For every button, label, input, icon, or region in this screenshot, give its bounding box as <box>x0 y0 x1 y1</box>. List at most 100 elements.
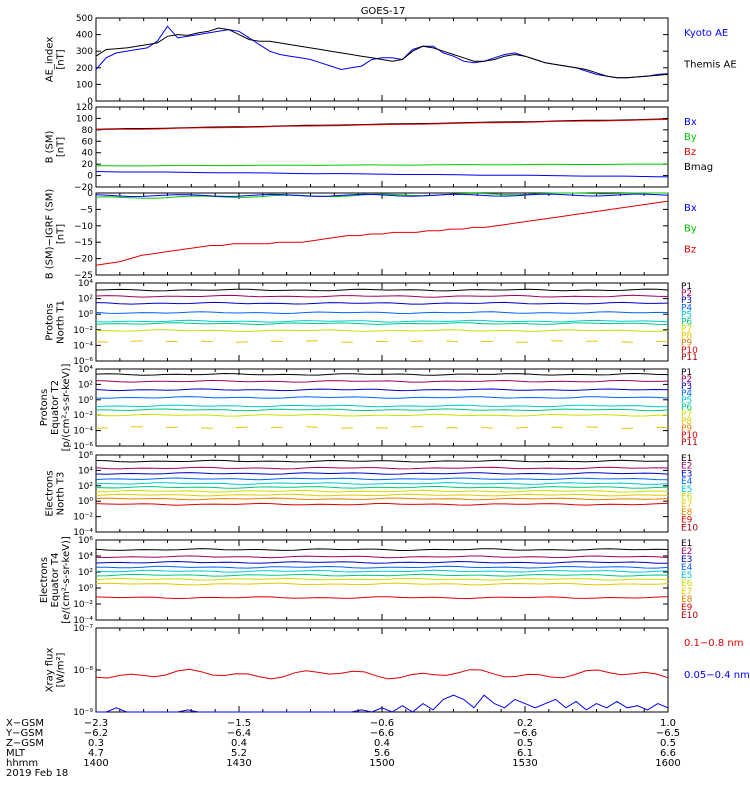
legend-item: 0.1−0.8 nm <box>684 638 743 649</box>
legend-item: E10 <box>681 611 698 621</box>
y-axis-label: B (SM) <box>45 130 56 163</box>
series-line <box>96 120 668 130</box>
y-axis-label: [nT] <box>56 49 67 69</box>
series-line <box>96 556 668 558</box>
series-segment <box>236 342 248 343</box>
legend-item: E10 <box>681 523 698 533</box>
series-line <box>96 574 668 576</box>
y-tick-label: 10² <box>78 380 93 390</box>
series-line <box>96 562 668 564</box>
y-axis-label: Protons <box>39 389 50 426</box>
legend-item: Kyoto AE <box>684 28 728 39</box>
y-tick-label: 10⁻² <box>73 326 93 336</box>
series-line <box>96 28 668 78</box>
series-line <box>96 320 668 322</box>
series-line <box>96 295 668 297</box>
y-axis-label: North T3 <box>56 472 67 516</box>
legend-item: Bz <box>684 244 696 255</box>
series-segment <box>236 427 248 428</box>
series-line <box>96 549 668 551</box>
legend-item: P11 <box>681 353 698 363</box>
series-line <box>96 330 668 332</box>
series-line <box>96 302 668 304</box>
y-axis-label: Equator T2 <box>50 380 61 435</box>
y-tick-label: 10⁰ <box>78 396 93 406</box>
series-segment <box>131 341 143 342</box>
series-line <box>96 380 668 382</box>
y-tick-label: 10⁰ <box>78 584 93 594</box>
series-line <box>96 486 668 488</box>
y-tick-label: 80 <box>82 126 94 136</box>
series-segment <box>306 427 318 428</box>
series-line <box>96 490 668 492</box>
footer-value: 1430 <box>226 758 251 769</box>
series-line <box>96 478 668 480</box>
y-axis-label: AE_index <box>45 37 56 83</box>
y-tick-label: 10⁻² <box>73 513 93 523</box>
y-tick-label: 300 <box>76 47 93 57</box>
series-segment <box>621 342 633 343</box>
y-tick-label: 60 <box>82 137 94 147</box>
y-tick-label: 20 <box>82 160 94 170</box>
y-tick-label: 400 <box>76 31 93 41</box>
series-line <box>96 26 668 78</box>
y-tick-label: 10² <box>78 295 93 305</box>
series-line <box>96 164 668 166</box>
figure-title: GOES-17 <box>361 6 406 17</box>
y-tick-label: 10⁶ <box>78 536 93 546</box>
y-tick-label: 10⁻² <box>73 600 93 610</box>
series-line <box>96 498 668 500</box>
y-tick-label: −20 <box>74 255 93 265</box>
y-tick-label: 10⁴ <box>78 552 93 562</box>
y-tick-label: 10⁻⁸ <box>73 666 93 676</box>
footer-value: 1530 <box>512 758 537 769</box>
series-line <box>96 409 668 411</box>
y-tick-label: −10 <box>74 222 93 232</box>
series-segment <box>201 428 213 429</box>
series-line <box>96 597 668 599</box>
series-line <box>96 312 668 314</box>
y-tick-label: 10⁴ <box>78 279 93 289</box>
series-line <box>96 566 668 568</box>
legend-item: Bz <box>684 147 696 158</box>
series-line <box>96 467 668 469</box>
legend-item: Bx <box>684 203 697 214</box>
y-tick-label: 500 <box>76 14 93 24</box>
y-tick-label: −5 <box>80 205 93 215</box>
y-axis-label: [nT] <box>56 224 67 244</box>
y-axis-label: [nT] <box>56 137 67 157</box>
y-tick-label: 120 <box>76 103 93 113</box>
series-line <box>96 494 668 496</box>
series-line <box>96 460 668 462</box>
panel-frame <box>96 540 668 620</box>
series-line <box>96 483 668 485</box>
footer-value: 1400 <box>83 758 108 769</box>
y-axis-label: B (SM)−IGRF (SM) <box>45 189 56 280</box>
series-segment <box>411 341 423 342</box>
y-tick-label: 0 <box>87 189 93 199</box>
y-axis-label: Protons <box>45 303 56 340</box>
series-segment <box>446 341 458 342</box>
y-axis-label: Electrons <box>45 470 56 516</box>
y-tick-label: 10² <box>78 482 93 492</box>
series-segment <box>481 427 493 428</box>
y-tick-label: 10⁴ <box>78 365 93 375</box>
series-line <box>96 669 668 679</box>
y-tick-label: 0 <box>87 172 93 182</box>
y-tick-label: 10⁶ <box>78 451 93 461</box>
legend-item: By <box>684 224 697 235</box>
y-tick-label: 40 <box>82 149 94 159</box>
y-tick-label: 100 <box>76 114 93 124</box>
series-line <box>96 172 668 177</box>
legend-item: Bmag <box>684 162 713 173</box>
